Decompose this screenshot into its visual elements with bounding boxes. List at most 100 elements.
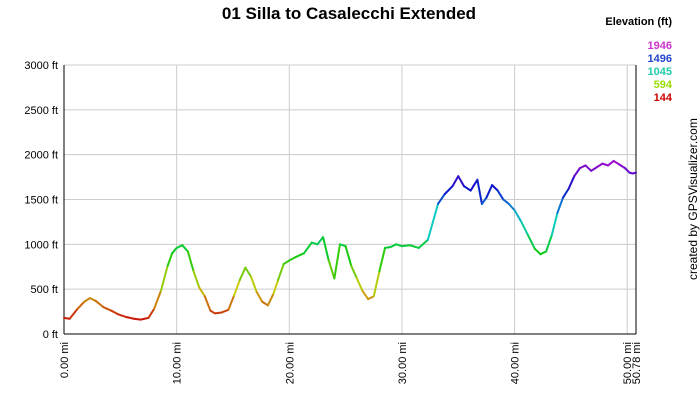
- elevation-segment: [88, 297, 97, 302]
- elevation-segment: [266, 292, 275, 307]
- elevation-segment: [476, 178, 483, 205]
- elevation-segment: [83, 297, 91, 303]
- legend-entry: 144: [654, 92, 673, 104]
- elevation-segment: [102, 306, 113, 312]
- elevation-segment: [451, 175, 460, 188]
- elevation-segment: [322, 236, 330, 262]
- elevation-segment: [272, 279, 280, 295]
- grid: [64, 64, 636, 335]
- chart-title: 01 Silla to Casalecchi Extended: [222, 4, 476, 23]
- elevation-segment: [590, 166, 598, 172]
- elevation-segment: [132, 317, 142, 321]
- elevation-segment: [567, 175, 576, 190]
- y-tick-label: 1500 ft: [24, 195, 58, 207]
- elevation-segment: [480, 196, 488, 205]
- elevation-segment: [372, 270, 381, 298]
- axes: [63, 65, 637, 335]
- elevation-segment: [618, 163, 626, 170]
- elevation-segment: [220, 308, 230, 314]
- elevation-segment: [584, 164, 593, 172]
- elevation-segment: [233, 279, 241, 297]
- x-tick-label: 20.00 mi: [284, 342, 296, 384]
- x-tick-label: 10.00 mi: [172, 342, 184, 384]
- elevation-segment: [295, 252, 305, 258]
- elevation-segment: [573, 167, 581, 178]
- elevation-segment: [502, 198, 510, 205]
- elevation-segment: [400, 244, 411, 248]
- elevation-segment: [545, 234, 553, 253]
- series: [63, 159, 637, 321]
- x-tick-label: 30.00 mi: [397, 342, 409, 384]
- elevation-segment: [192, 270, 201, 289]
- elevation-segment: [496, 189, 505, 201]
- elevation-segment: [153, 289, 162, 310]
- legend-title: Elevation (ft): [605, 16, 672, 28]
- elevation-segment: [255, 290, 264, 303]
- elevation-segment: [533, 247, 542, 256]
- elevation-segment: [520, 220, 530, 237]
- elevation-segment: [282, 259, 291, 266]
- elevation-segment: [417, 238, 429, 249]
- elevation-segment: [556, 196, 565, 214]
- elevation-segment: [139, 316, 150, 321]
- elevation-segment: [181, 244, 189, 253]
- elevation-segment: [68, 307, 79, 320]
- legend-entry: 1496: [648, 53, 672, 65]
- elevation-segment: [302, 241, 313, 255]
- elevation-segment: [213, 311, 223, 315]
- elevation-segment: [443, 185, 454, 196]
- elevation-segment: [94, 299, 105, 309]
- legend-entry: 594: [654, 79, 673, 91]
- elevation-segment: [595, 162, 604, 169]
- elevation-segment: [562, 187, 570, 199]
- y-tick-label: 3000 ft: [24, 60, 58, 72]
- elevation-segment: [159, 264, 169, 292]
- elevation-segment: [261, 300, 269, 307]
- elevation-segment: [166, 252, 174, 267]
- elevation-segment: [623, 167, 631, 174]
- elevation-segment: [171, 246, 178, 255]
- elevation-segment: [469, 178, 479, 192]
- y-tick-label: 500 ft: [30, 284, 58, 296]
- x-tick-label: 50.00 mi: [622, 342, 634, 384]
- x-tick-label: 50.78 mi: [631, 342, 643, 384]
- elevation-segment: [124, 315, 135, 320]
- y-axis-ticks: 0 ft 500 ft 1000 ft 1500 ft 2000 ft 2500 ft 30…: [24, 60, 58, 341]
- elevation-segment: [367, 295, 375, 301]
- elevation-segment: [198, 286, 206, 298]
- y-tick-label: 0 ft: [43, 329, 58, 341]
- elevation-segment: [462, 185, 472, 192]
- elevation-segment: [147, 307, 156, 319]
- x-axis-ticks: 0.00 mi 10.00 mi 20.00 mi 30.00 mi 40.00 mi 5…: [59, 342, 643, 384]
- elevation-segment: [186, 250, 195, 273]
- elevation-segment: [277, 263, 285, 282]
- elevation-segment: [408, 244, 420, 249]
- elevation-segment: [175, 244, 184, 249]
- elevation-segment: [607, 159, 615, 167]
- elevation-segment: [316, 236, 325, 246]
- elevation-segment: [110, 309, 120, 316]
- elevation-segment: [436, 193, 446, 205]
- x-tick-label: 40.00 mi: [510, 342, 522, 384]
- elevation-segment: [578, 164, 587, 170]
- elevation-segment: [491, 184, 499, 192]
- elevation-segment: [117, 313, 127, 318]
- elevation-segment: [249, 275, 258, 293]
- y-tick-label: 2500 ft: [24, 105, 58, 117]
- elevation-segment: [550, 211, 559, 237]
- elevation-segment: [244, 266, 252, 278]
- x-tick-label: 0.00 mi: [59, 342, 71, 378]
- credit-text: created by GPSVisualizer.com: [686, 118, 700, 280]
- elevation-segment: [355, 277, 364, 292]
- y-tick-label: 1000 ft: [24, 239, 58, 251]
- elevation-segment: [527, 234, 536, 250]
- elevation-segment: [485, 184, 494, 199]
- elevation-segment: [378, 246, 387, 273]
- elevation-segment: [507, 202, 516, 212]
- elevation-segment: [612, 159, 621, 166]
- elevation-segment: [426, 202, 439, 241]
- legend-entry: 1045: [648, 66, 672, 78]
- elevation-segment: [389, 243, 398, 249]
- elevation-segment: [457, 175, 465, 188]
